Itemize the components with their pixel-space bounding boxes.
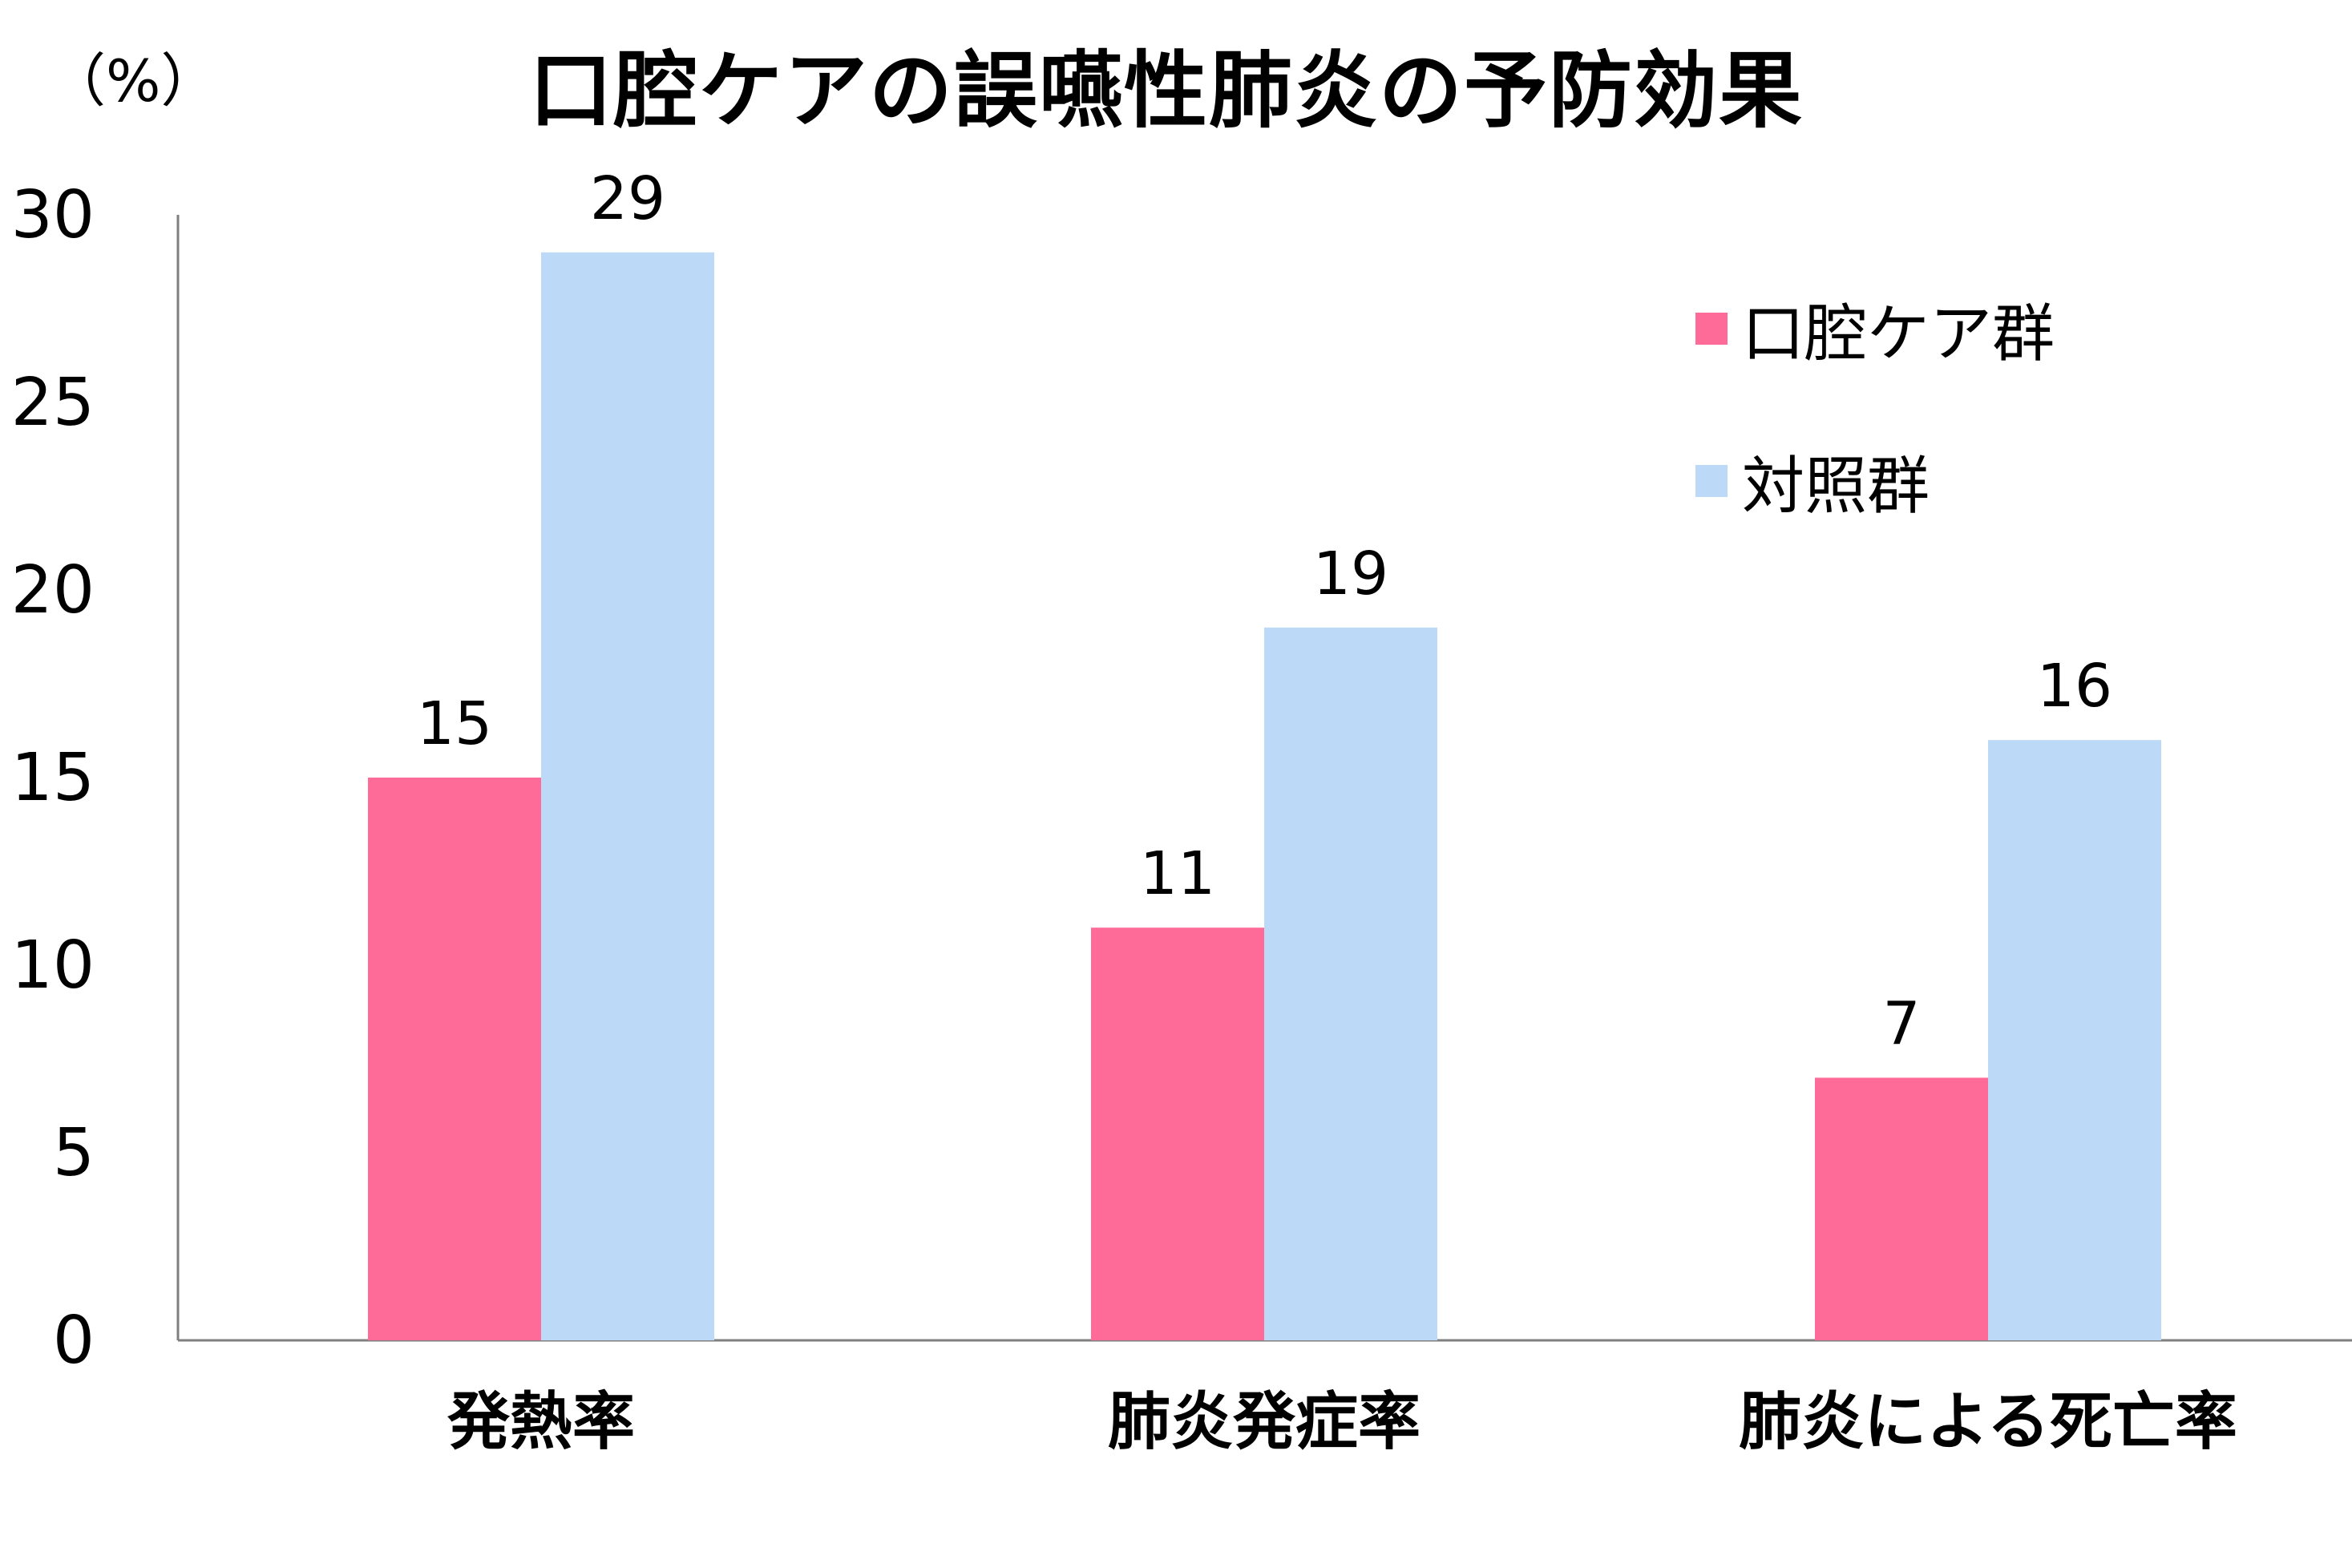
y-axis-unit-label: （%） xyxy=(48,47,219,115)
legend-item-control: 対照群 xyxy=(1695,445,2055,523)
legend-label-oral-care: 口腔ケア群 xyxy=(1742,298,2055,370)
bar xyxy=(541,252,714,1340)
y-tick-label: 5 xyxy=(53,1115,95,1191)
chart-title: 口腔ケアの誤嚥性肺炎の予防効果 xyxy=(529,42,1804,139)
legend-label-control: 対照群 xyxy=(1742,451,1930,523)
data-label: 19 xyxy=(1313,540,1388,608)
y-tick-label: 0 xyxy=(53,1303,95,1379)
bar xyxy=(368,778,541,1340)
data-label: 7 xyxy=(1882,989,1920,1058)
y-tick-label: 15 xyxy=(11,740,95,816)
y-tick-label: 10 xyxy=(11,927,95,1004)
legend: 口腔ケア群 対照群 xyxy=(1695,293,2055,597)
y-tick-label: 20 xyxy=(11,552,95,628)
bar xyxy=(1815,1077,1988,1340)
y-tick-label: 25 xyxy=(11,365,95,441)
data-label: 29 xyxy=(590,164,665,233)
legend-item-oral-care: 口腔ケア群 xyxy=(1695,293,2055,370)
x-tick-label: 発熱率 xyxy=(447,1386,635,1458)
bar xyxy=(1091,927,1264,1340)
x-tick-label: 肺炎発症率 xyxy=(1108,1386,1420,1458)
data-label: 11 xyxy=(1140,839,1215,908)
legend-swatch-control xyxy=(1695,465,1728,497)
data-label: 15 xyxy=(417,689,492,758)
x-tick-label: 肺炎による死亡率 xyxy=(1739,1386,2237,1458)
y-tick-label: 30 xyxy=(11,177,95,253)
bar xyxy=(1988,740,2161,1340)
data-label: 16 xyxy=(2037,652,2112,721)
bar xyxy=(1264,627,1437,1340)
legend-swatch-oral-care xyxy=(1695,313,1728,345)
